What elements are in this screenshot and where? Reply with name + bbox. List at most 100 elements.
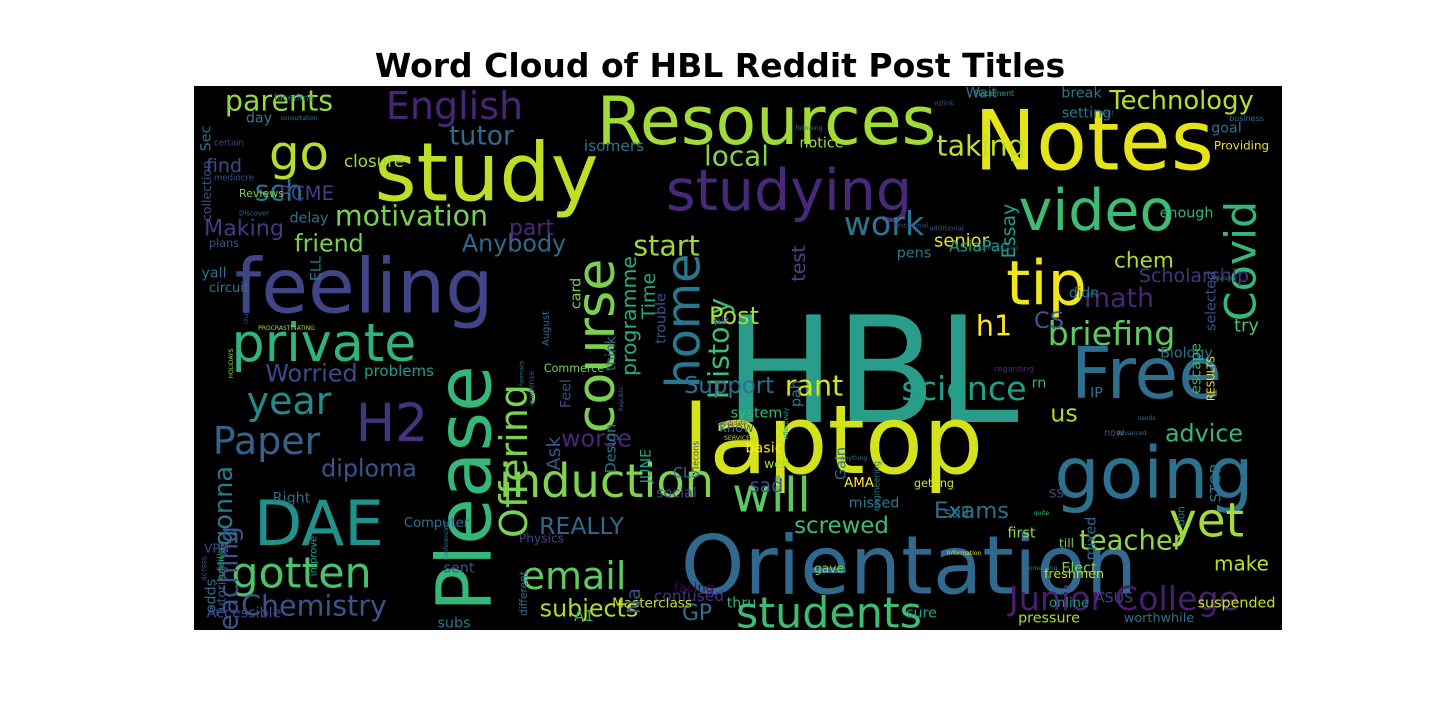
word-testimonial: testimonial [895, 223, 929, 230]
word-course: course [566, 259, 627, 434]
word-setting: setting [1062, 106, 1112, 122]
word-regarding: regarding [994, 364, 1034, 374]
word-home: home [657, 254, 712, 389]
word-elect: Elect [1061, 561, 1097, 577]
word-providing: Providing [1214, 139, 1269, 153]
word-biology: Biology [1160, 346, 1213, 362]
word-anything: anything [841, 455, 868, 462]
word-improve: improve [309, 536, 320, 576]
word-briefing: briefing [1048, 314, 1176, 353]
word-really: REALLY [539, 512, 624, 540]
word-freshmen: freshmen [1044, 566, 1104, 581]
word-will: will [732, 469, 810, 524]
word-closure: closure [344, 151, 404, 171]
word-time: Time [638, 273, 660, 321]
word-free: Free [1071, 332, 1222, 415]
word-break: break [1061, 86, 1102, 102]
word-goal: goal [1211, 121, 1242, 137]
word-something: something [1026, 565, 1058, 572]
word-email: email [522, 554, 627, 598]
word-yet: yet [1169, 494, 1244, 549]
word-offering: Offering [492, 384, 536, 538]
word-na: Na [623, 588, 645, 614]
word-immense: immense [527, 371, 536, 406]
word-teaching: teaching [214, 526, 245, 630]
word-masterclass: Masterclass [612, 596, 692, 612]
word-test: test [788, 245, 810, 282]
word-certain: certain [214, 139, 244, 149]
word-escape: escape [1189, 343, 1205, 394]
word-discover: Discover [239, 210, 269, 218]
word-june: JUNE [639, 449, 655, 484]
word-following: following [796, 125, 823, 132]
word-wait: Wait [966, 86, 998, 102]
word-business: business [1229, 114, 1264, 123]
word-essay: Essay [998, 204, 1020, 259]
word-advanced: Advanced [1117, 430, 1147, 437]
word-republic: Republic [618, 386, 625, 412]
word-making: Making [204, 216, 284, 242]
word-notes: Notes [974, 93, 1214, 190]
word-stop: STOP [1209, 464, 1225, 502]
word-senior: senior [934, 231, 990, 252]
word-effectively: effectively [783, 407, 790, 439]
word-engineering: engineering [872, 461, 882, 511]
word-social: social [656, 486, 697, 502]
word-please: Please [420, 365, 509, 612]
word-across: across [200, 556, 209, 581]
word-gain: Gain [834, 447, 850, 480]
word-information: Information [947, 550, 982, 557]
word-gotten: gotten [231, 549, 371, 599]
word-pcme: PCME [279, 182, 334, 205]
word-pressure: pressure [1018, 611, 1080, 627]
word-laptop: laptop [683, 386, 984, 496]
word-odds: odds [204, 579, 220, 613]
word-support: Support [684, 373, 774, 399]
word-h1: h1 [976, 310, 1012, 343]
word-right: Right [273, 491, 311, 507]
word-needs: needs [1137, 415, 1155, 422]
word-advisory: Advisory [1211, 275, 1237, 282]
word-formats: formats [518, 360, 526, 386]
word-exams: Exams [934, 498, 1009, 524]
word-pens: pens [897, 246, 931, 262]
word-first: first [1008, 526, 1036, 542]
word-feel: Feel [559, 379, 575, 408]
word-technology: Technology [1108, 86, 1254, 116]
word-day: day [246, 111, 273, 127]
word-august: August [541, 311, 552, 346]
word-feeling: feeling [235, 242, 494, 331]
word-gonna: gonna [209, 466, 239, 546]
word-results: RESULTS [1206, 356, 1218, 401]
word-english: English [386, 86, 523, 128]
word-h2: H2 [356, 393, 429, 454]
word-start: start [633, 230, 699, 263]
word-post: Post [709, 302, 759, 330]
word-local: local [704, 140, 769, 173]
word-yall: yall [201, 266, 226, 282]
word-study: study [374, 127, 598, 221]
word-teacher: teacher [1079, 526, 1185, 557]
word-reviews: Reviews [239, 187, 284, 200]
word-system: system [731, 406, 783, 422]
word-isomers: isomers [584, 137, 644, 155]
word-programme: programme [617, 256, 641, 376]
word-circuit: circuit [209, 281, 249, 296]
word-procrastinating: PROCRASTINATING [258, 325, 315, 332]
word-friend: friend [294, 230, 364, 258]
word-covid: Covid [1217, 201, 1267, 321]
word-vpn: VPN [204, 542, 229, 556]
word-consultation: consultation [281, 115, 318, 122]
cloud-background [194, 86, 1282, 630]
word-computer: Computer [404, 516, 470, 531]
word-additional: additional [929, 225, 964, 233]
word-accessible: Accessible [207, 606, 282, 622]
word-induction: induction [499, 454, 714, 508]
word-still: still [944, 506, 969, 522]
word-thru: thru [727, 596, 757, 612]
word-ask: Ask [543, 437, 565, 471]
word-private: private [232, 313, 417, 374]
word-sure: sure [906, 606, 937, 622]
word-cloud: HBL laptop feeling Please Free Orientation stu… [194, 86, 1282, 630]
word-gp: GP [682, 601, 712, 626]
